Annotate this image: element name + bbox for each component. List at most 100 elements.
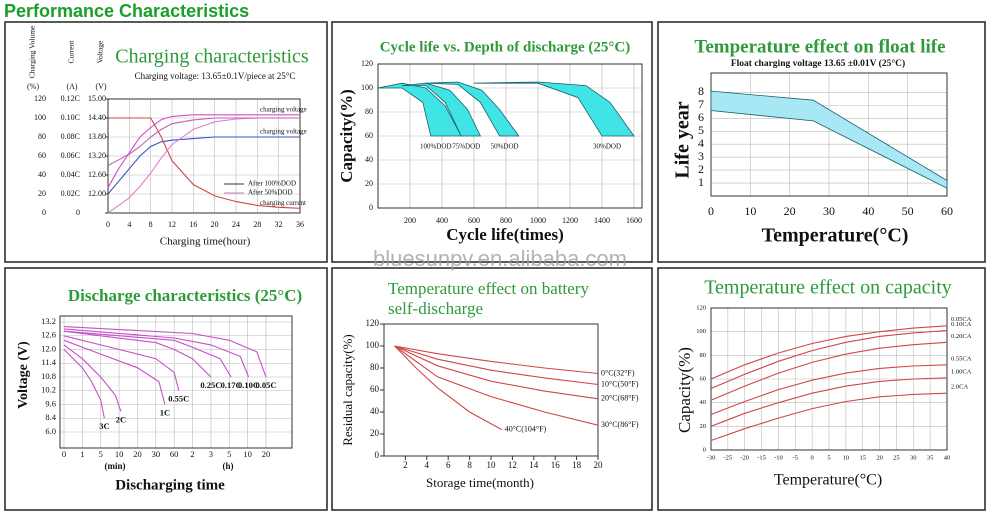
- plot-area: [383, 323, 599, 457]
- y-tick-label: 120: [361, 59, 373, 68]
- x-tick-label: -15: [757, 454, 766, 461]
- x-tick-label: 2: [190, 449, 194, 459]
- x-tick-label: -5: [793, 454, 798, 461]
- x-tick-label: 40: [944, 454, 951, 461]
- data-line: [710, 341, 948, 401]
- x-tick-label: 24: [232, 220, 240, 229]
- x-tick-label: 20: [211, 220, 219, 229]
- series-label: 100%DOD: [420, 143, 452, 151]
- plot-area: [377, 63, 643, 209]
- y-tick-label: 60: [700, 375, 707, 382]
- x-tick-label: 10: [843, 454, 850, 461]
- x-tick-label: 4: [127, 220, 131, 229]
- data-line: [63, 330, 232, 378]
- y-tick-label: 12.0: [41, 343, 56, 353]
- x-unit-label: (min): [105, 461, 126, 471]
- x-tick-label: 50: [902, 204, 914, 218]
- y-tick-label: 9.6: [45, 398, 56, 408]
- y-tick-label: 0: [369, 203, 373, 212]
- data-line: [394, 345, 502, 431]
- x-tick-label: 200: [404, 216, 416, 225]
- data-line: [63, 335, 180, 391]
- x-tick-label: 30: [152, 449, 161, 459]
- data-band: [473, 81, 635, 137]
- series-label: 0.17C: [221, 380, 242, 390]
- y2-tick-label: 12.00: [88, 189, 106, 198]
- chart-title: Cycle life vs. Depth of discharge (25°C): [380, 39, 631, 55]
- x-tick-label: 25: [893, 454, 900, 461]
- chart-subtitle: Float charging voltage 13.65 ±0.01V (25°…: [731, 58, 905, 69]
- x-tick-label: 36: [296, 220, 304, 229]
- y-tick-label: 60: [365, 131, 373, 140]
- y-tick-label: 0: [375, 450, 380, 460]
- x-tick-label: 1000: [530, 216, 546, 225]
- x-tick-label: 28: [253, 220, 261, 229]
- y-tick-label: 20: [370, 428, 380, 438]
- y-tick-label: 40: [365, 155, 373, 164]
- chart-title: Temperature effect on capacity: [704, 277, 952, 299]
- y-tick-label: 10.8: [41, 371, 56, 381]
- panel: [331, 21, 653, 263]
- y-axis-label: Voltage: [96, 40, 105, 63]
- x-tick-label: 0: [708, 204, 714, 218]
- y-axis-label: Capacity(%): [675, 347, 694, 433]
- y3-tick-label: 0: [76, 208, 80, 217]
- y-tick-label: 60: [370, 384, 380, 394]
- x-tick-label: 40: [862, 204, 874, 218]
- header-title: Performance Characteristics: [4, 1, 249, 21]
- series-label: 50%DOD: [491, 143, 519, 151]
- series-label: 0.05CA: [951, 316, 972, 323]
- y-tick-label: 80: [365, 107, 373, 116]
- plot-area: [107, 98, 301, 214]
- x-tick-label: 30: [910, 454, 917, 461]
- y2-tick-label: 13.20: [88, 151, 106, 160]
- x-tick-label: 0: [62, 449, 66, 459]
- data-line: [710, 377, 948, 427]
- x-tick-label: -10: [774, 454, 783, 461]
- x-tick-label: 10: [243, 449, 252, 459]
- y-tick-label: 13.2: [41, 316, 56, 326]
- x-tick-label: 20: [784, 204, 796, 218]
- data-line: [63, 328, 250, 378]
- data-band: [710, 90, 948, 189]
- x-tick-label: 10: [115, 449, 124, 459]
- x-tick-label: 1200: [562, 216, 578, 225]
- x-axis-label: Cycle life(times): [446, 225, 564, 244]
- y2-tick-label: 14.40: [88, 113, 106, 122]
- x-tick-label: 1400: [594, 216, 610, 225]
- x-tick-label: 60: [941, 204, 953, 218]
- y-tick-label: 6.0: [45, 426, 56, 436]
- series-label: 0.05C: [255, 380, 276, 390]
- x-tick-label: 18: [572, 460, 582, 470]
- data-line: [63, 344, 122, 412]
- series-label: 0.10CA: [951, 321, 972, 328]
- series-label: charging voltage: [260, 105, 307, 113]
- y-axis-label: Residual capacity(%): [340, 334, 355, 446]
- data-line: [63, 330, 212, 378]
- y-tick-label: 20: [365, 179, 373, 188]
- y2-tick-label: 13.80: [88, 132, 106, 141]
- legend-label: After 100%DOD: [248, 180, 296, 188]
- x-tick-label: 4: [425, 460, 430, 470]
- x-axis-label: Charging time(hour): [160, 236, 251, 248]
- x-tick-label: 6: [446, 460, 451, 470]
- y-tick-label: 100: [34, 113, 46, 122]
- y-tick-label: 100: [361, 83, 373, 92]
- series-label: 1.00CA: [951, 368, 972, 375]
- data-line: [710, 364, 948, 416]
- x-tick-label: 5: [99, 449, 103, 459]
- y-axis-label: Charging Volume: [28, 25, 37, 78]
- y-tick-label: 60: [38, 151, 46, 160]
- y3-tick-label: 0.08C: [61, 132, 80, 141]
- y-tick-label: 120: [696, 304, 706, 311]
- chart-title: Charging characteristics: [115, 46, 309, 68]
- x-tick-label: 5: [227, 449, 231, 459]
- x-tick-label: 14: [529, 460, 539, 470]
- data-line: [710, 329, 948, 390]
- data-line: [107, 117, 300, 166]
- x-tick-label: 16: [189, 220, 197, 229]
- data-band: [425, 81, 520, 137]
- y-tick-label: 8.4: [45, 412, 56, 422]
- data-line: [63, 349, 105, 419]
